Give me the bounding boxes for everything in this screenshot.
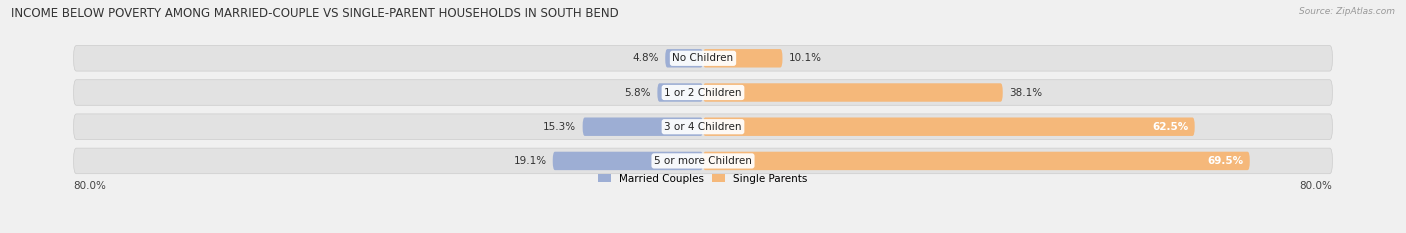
FancyBboxPatch shape xyxy=(703,83,1002,102)
Text: 1 or 2 Children: 1 or 2 Children xyxy=(664,88,742,97)
Text: 80.0%: 80.0% xyxy=(73,181,107,191)
FancyBboxPatch shape xyxy=(665,49,703,68)
FancyBboxPatch shape xyxy=(553,152,703,170)
Text: 19.1%: 19.1% xyxy=(513,156,547,166)
Text: 5 or more Children: 5 or more Children xyxy=(654,156,752,166)
Text: 69.5%: 69.5% xyxy=(1208,156,1243,166)
Text: 3 or 4 Children: 3 or 4 Children xyxy=(664,122,742,132)
FancyBboxPatch shape xyxy=(73,80,1333,105)
FancyBboxPatch shape xyxy=(703,117,1195,136)
FancyBboxPatch shape xyxy=(703,49,783,68)
FancyBboxPatch shape xyxy=(703,152,1250,170)
Text: 5.8%: 5.8% xyxy=(624,88,651,97)
Text: 80.0%: 80.0% xyxy=(1299,181,1333,191)
Text: Source: ZipAtlas.com: Source: ZipAtlas.com xyxy=(1299,7,1395,16)
Text: 62.5%: 62.5% xyxy=(1152,122,1188,132)
FancyBboxPatch shape xyxy=(73,148,1333,174)
FancyBboxPatch shape xyxy=(73,114,1333,140)
Text: 15.3%: 15.3% xyxy=(543,122,576,132)
Text: 4.8%: 4.8% xyxy=(633,53,659,63)
Text: 10.1%: 10.1% xyxy=(789,53,821,63)
FancyBboxPatch shape xyxy=(73,45,1333,71)
Text: INCOME BELOW POVERTY AMONG MARRIED-COUPLE VS SINGLE-PARENT HOUSEHOLDS IN SOUTH B: INCOME BELOW POVERTY AMONG MARRIED-COUPL… xyxy=(11,7,619,20)
Legend: Married Couples, Single Parents: Married Couples, Single Parents xyxy=(595,169,811,188)
Text: 38.1%: 38.1% xyxy=(1010,88,1042,97)
FancyBboxPatch shape xyxy=(582,117,703,136)
Text: No Children: No Children xyxy=(672,53,734,63)
FancyBboxPatch shape xyxy=(658,83,703,102)
